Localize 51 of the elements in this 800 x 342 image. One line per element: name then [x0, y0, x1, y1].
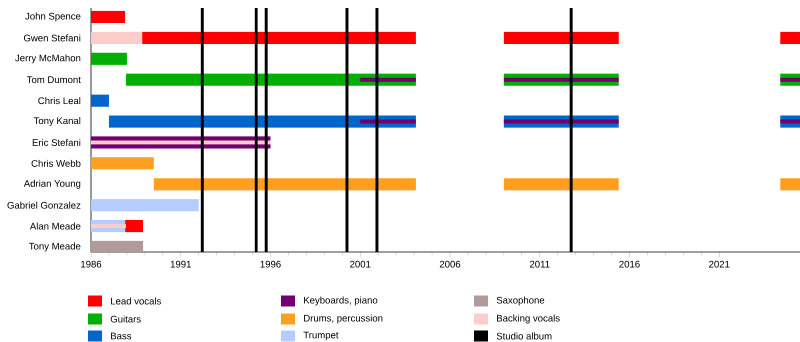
- y-tick-label: Gwen Stefani: [24, 34, 80, 42]
- legend-label: Drums, percussion: [304, 314, 382, 324]
- bar: [504, 78, 619, 82]
- bar: [91, 94, 109, 107]
- bar: [504, 120, 619, 124]
- bar: [780, 178, 800, 190]
- bar: [360, 120, 416, 124]
- legend-label: Guitars: [110, 315, 141, 322]
- y-tick-label: Tony Kanal: [34, 117, 80, 126]
- y-tick-label: Alan Meade: [30, 222, 80, 230]
- bar: [91, 199, 199, 212]
- bar: [780, 32, 800, 44]
- bar: [108, 115, 416, 128]
- x-tick-label: 2021: [709, 260, 730, 268]
- legend-label: Saxophone: [496, 296, 544, 306]
- y-tick-label: Eric Stefani: [32, 138, 80, 146]
- y-tick-label: Adrian Young: [24, 180, 80, 189]
- y-tick-label: John Spence: [25, 12, 80, 22]
- legend-label: Studio album: [496, 332, 552, 340]
- bar: [91, 240, 144, 252]
- bar: [504, 178, 619, 190]
- legend-label: Keyboards, piano: [304, 296, 378, 306]
- bar: [154, 178, 416, 190]
- bar: [91, 10, 126, 24]
- bar: [360, 78, 416, 82]
- x-tick-label: 1996: [260, 260, 281, 268]
- bar: [780, 78, 800, 82]
- legend-label: Backing vocals: [497, 314, 560, 324]
- bar: [91, 157, 154, 170]
- bar: [504, 32, 619, 44]
- y-tick-label: Tony Meade: [28, 242, 80, 252]
- y-tick-label: Chris Leal: [38, 97, 80, 104]
- legend-label: Trumpet: [303, 332, 338, 340]
- bar: [125, 220, 144, 232]
- y-tick-label: Jerry McMahon: [15, 54, 80, 64]
- bar: [91, 224, 126, 228]
- x-tick-label: 1986: [81, 260, 102, 268]
- x-tick-label: 2011: [530, 260, 550, 268]
- x-tick-label: 2001: [350, 260, 370, 268]
- legend-label: Lead vocals: [111, 297, 161, 304]
- bar: [91, 140, 271, 144]
- y-tick-label: Gabriel Gonzalez: [7, 202, 80, 209]
- legend-label: Bass: [111, 332, 132, 340]
- y-tick-label: Chris Webb: [32, 160, 80, 167]
- y-tick-label: Tom Dumont: [26, 76, 81, 84]
- x-tick-label: 2006: [440, 260, 460, 268]
- x-tick-label: 2016: [619, 260, 640, 268]
- x-tick-label: 1991: [170, 260, 191, 268]
- bar: [142, 32, 416, 44]
- bar: [91, 52, 127, 65]
- bar: [780, 120, 800, 124]
